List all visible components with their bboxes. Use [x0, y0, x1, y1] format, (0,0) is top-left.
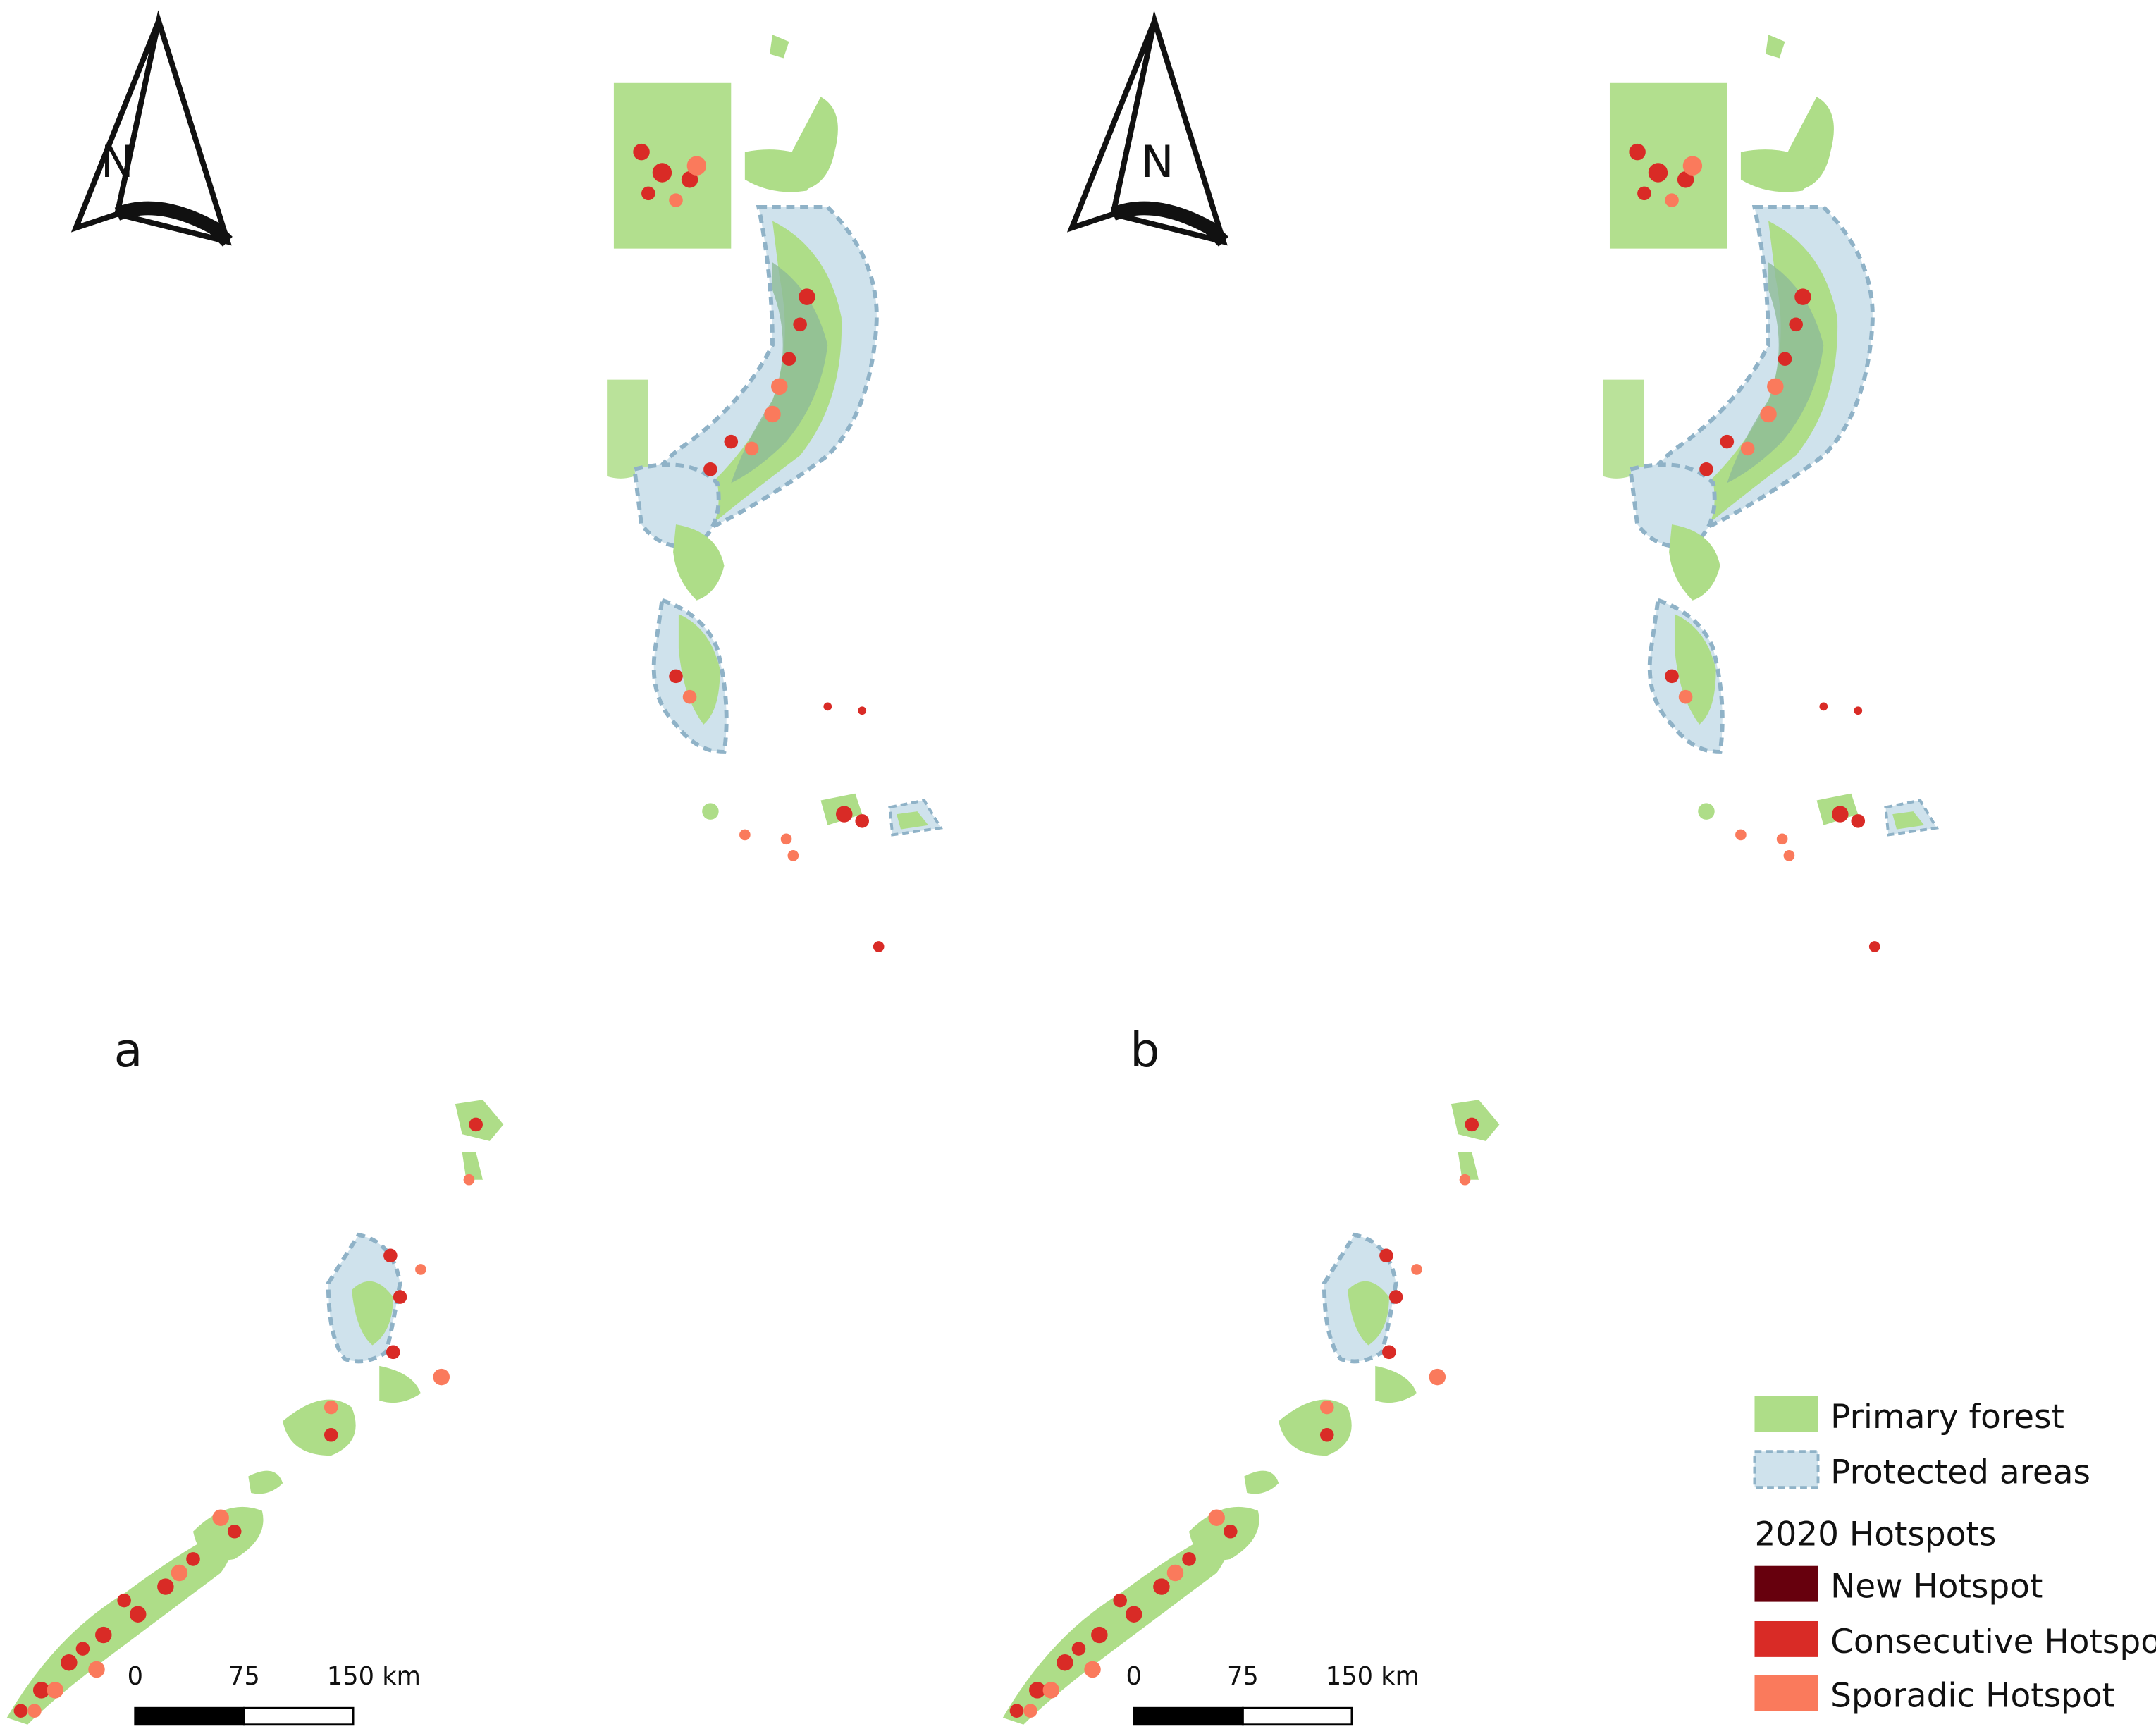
scale-tick-150: 150 km — [327, 1662, 421, 1691]
legend-label-primary-forest: Primary forest — [1830, 1398, 2064, 1436]
north-arrow-icon — [1072, 21, 1224, 242]
scale-tick-150: 150 km — [1326, 1662, 1419, 1691]
scale-tick-75: 75 — [1227, 1662, 1259, 1691]
scale-bar-b: 0 75 150 km — [1126, 1662, 1419, 1726]
legend-label-protected-areas: Protected areas — [1830, 1453, 2090, 1491]
north-arrow-icon — [76, 21, 228, 242]
legend-swatch-new-hotspot — [1754, 1565, 1818, 1602]
panel-label-b: b — [1130, 1023, 1159, 1078]
panel-b: N b 0 75 150 km — [1003, 21, 1937, 1725]
scale-tick-0: 0 — [128, 1662, 143, 1691]
scale-tick-75: 75 — [228, 1662, 260, 1691]
upper-map-b — [1603, 35, 1937, 952]
north-arrow-label: N — [101, 136, 134, 187]
panel-a: N a 0 75 150 km — [7, 21, 941, 1725]
panel-label-a: a — [114, 1023, 143, 1078]
legend-swatch-consecutive-hotspot — [1754, 1620, 1818, 1657]
scale-bar-a: 0 75 150 km — [128, 1662, 421, 1726]
legend-label-sporadic-hotspot: Sporadic Hotspot — [1830, 1676, 2115, 1715]
lower-map-b — [1003, 1100, 1500, 1725]
north-arrow-label: N — [1141, 136, 1174, 187]
legend-swatch-sporadic-hotspot — [1754, 1675, 1818, 1711]
legend-swatch-protected-areas — [1753, 1450, 1820, 1489]
legend-label-new-hotspot: New Hotspot — [1830, 1568, 2043, 1606]
lower-map-a — [7, 1100, 504, 1725]
legend-swatch-primary-forest — [1754, 1396, 1818, 1432]
legend: Primary forest Protected areas 2020 Hots… — [1753, 1396, 2156, 1715]
scale-tick-0: 0 — [1126, 1662, 1142, 1691]
legend-hotspot-title: 2020 Hotspots — [1754, 1515, 1996, 1553]
legend-label-consecutive-hotspot: Consecutive Hotspot — [1830, 1623, 2156, 1661]
upper-map-a — [607, 35, 941, 952]
